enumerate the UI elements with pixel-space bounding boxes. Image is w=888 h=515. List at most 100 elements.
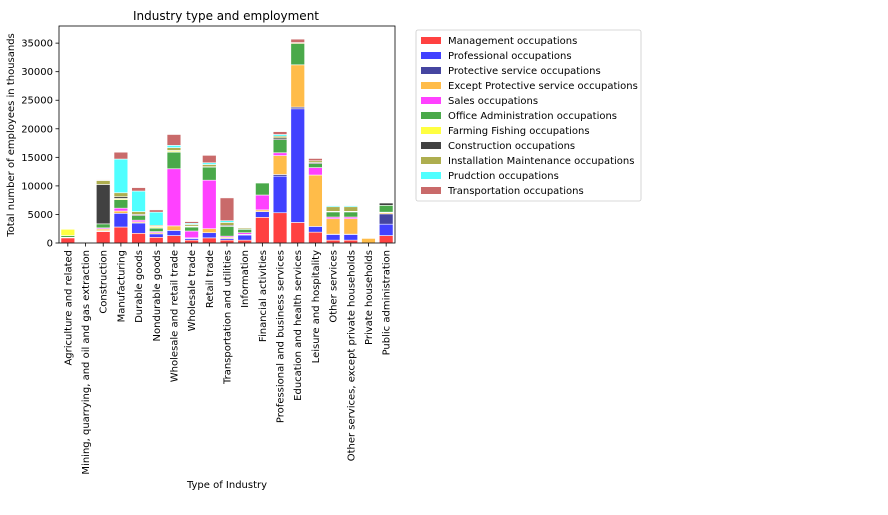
bar-segment — [220, 198, 234, 221]
legend-label: Construction occupations — [448, 141, 575, 152]
y-tick-label: 0 — [47, 239, 53, 250]
y-tick-label: 10000 — [21, 181, 53, 192]
bar-segment — [291, 44, 305, 65]
bar-segment — [167, 236, 181, 243]
bar-segment — [255, 212, 269, 218]
bar-segment — [114, 193, 128, 197]
x-tick-label: Manufacturing — [116, 250, 127, 322]
bar-segment — [167, 230, 181, 235]
bar-segment — [114, 152, 128, 159]
bar-segment — [362, 238, 376, 243]
bar-segment — [220, 226, 234, 236]
x-tick-label: Information — [240, 250, 251, 308]
bar-segment — [114, 208, 128, 211]
bar-segment — [149, 210, 163, 212]
legend-swatch — [421, 112, 441, 119]
bar-segment — [326, 234, 340, 240]
bar-segment — [309, 175, 323, 226]
bar-segment — [379, 224, 393, 235]
bar-segment — [202, 238, 216, 243]
legend-label: Prudction occupations — [448, 171, 559, 182]
x-tick-label: Mining, quarrying, and oil and gas extra… — [81, 250, 92, 475]
legend-swatch — [421, 157, 441, 164]
bar-segment — [273, 132, 287, 135]
bar-segment — [326, 207, 340, 212]
legend-swatch — [421, 97, 441, 104]
bar-segment — [309, 164, 323, 168]
bar-segment — [344, 205, 358, 206]
x-tick-label: Public administration — [382, 250, 393, 355]
bar-segment — [344, 212, 358, 217]
x-tick-label: Retail trade — [205, 250, 216, 308]
chart-title: Industry type and employment — [133, 9, 319, 23]
bar-segment — [238, 235, 252, 240]
bar-segment — [238, 228, 252, 229]
x-tick-label: Leisure and hospitality — [311, 250, 322, 363]
x-tick-label: Education and health services — [293, 250, 304, 401]
bar-segment — [326, 219, 340, 234]
bar-segment — [114, 159, 128, 193]
bar-segment — [114, 213, 128, 227]
x-tick-label: Construction — [99, 250, 110, 314]
bar-segment — [61, 238, 75, 243]
legend-swatch — [421, 52, 441, 59]
bar-segment — [149, 212, 163, 225]
bar-segment — [220, 240, 234, 243]
bar-segment — [149, 237, 163, 243]
bar-segment — [273, 153, 287, 156]
x-tick-label: Wholesale trade — [187, 250, 198, 331]
bar-segment — [167, 145, 181, 147]
x-tick-label: Other services, except private household… — [346, 250, 357, 461]
bar-segment — [96, 224, 110, 228]
legend-label: Management occupations — [448, 36, 577, 47]
bar-segment — [132, 212, 146, 215]
legend-swatch — [421, 82, 441, 89]
bar-segment — [291, 222, 305, 243]
bar-segment — [379, 205, 393, 212]
legend-swatch — [421, 127, 441, 134]
bar-segment — [273, 213, 287, 243]
axes-layer: 05000100001500020000250003000035000Agric… — [21, 26, 395, 475]
y-tick-label: 35000 — [21, 39, 53, 50]
x-tick-label: Professional and business services — [276, 250, 287, 423]
bar-segment — [96, 180, 110, 184]
x-tick-label: Durable goods — [134, 250, 145, 323]
legend-item: Except Protective service occupations — [421, 81, 638, 92]
bar-segment — [291, 65, 305, 107]
legend-label: Office Administration occupations — [448, 111, 617, 122]
bar-segment — [309, 232, 323, 243]
x-tick-label: Private households — [364, 250, 375, 345]
bar-segment — [132, 216, 146, 221]
bars-layer — [61, 39, 393, 243]
bar-segment — [326, 205, 340, 206]
legend-label: Farming Fishing occupations — [448, 126, 590, 137]
bar-segment — [132, 191, 146, 212]
bar-segment — [379, 214, 393, 224]
bar-segment — [114, 211, 128, 213]
bar-segment — [326, 212, 340, 217]
legend-item: Installation Maintenance occupations — [421, 156, 634, 167]
bar-segment — [379, 203, 393, 205]
x-tick-label: Financial activities — [258, 250, 269, 342]
bar-segment — [167, 226, 181, 231]
x-tick-label: Agriculture and related — [63, 250, 74, 366]
y-tick-label: 15000 — [21, 153, 53, 164]
bar-segment — [167, 169, 181, 226]
legend-label: Professional occupations — [448, 51, 572, 62]
legend-label: Except Protective service occupations — [448, 81, 638, 92]
legend-swatch — [421, 142, 441, 149]
x-tick-label: Wholesale and retail trade — [169, 250, 180, 382]
bar-segment — [61, 229, 75, 235]
bar-segment — [309, 168, 323, 175]
y-tick-label: 25000 — [21, 96, 53, 107]
bar-segment — [167, 148, 181, 151]
legend-label: Protective service occupations — [448, 66, 601, 77]
bar-segment — [273, 156, 287, 175]
bar-segment — [202, 180, 216, 229]
bar-segment — [149, 234, 163, 237]
legend-swatch — [421, 67, 441, 74]
bar-segment — [96, 232, 110, 243]
bar-segment — [344, 234, 358, 240]
legend-swatch — [421, 172, 441, 179]
